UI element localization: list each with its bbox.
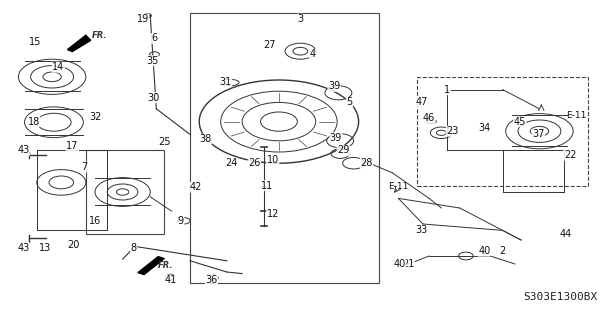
- Text: 28: 28: [360, 158, 373, 168]
- Text: 33: 33: [416, 225, 428, 236]
- Polygon shape: [67, 35, 91, 52]
- Text: 38: 38: [199, 134, 211, 144]
- Text: 13: 13: [39, 243, 51, 253]
- Text: 37: 37: [532, 129, 544, 140]
- Text: E-11: E-11: [566, 111, 587, 120]
- Text: FR.: FR.: [158, 261, 173, 270]
- Text: 35: 35: [146, 56, 158, 66]
- Text: 14: 14: [52, 62, 64, 72]
- Text: 32: 32: [89, 112, 101, 122]
- Text: 19: 19: [137, 14, 149, 24]
- Text: 10: 10: [267, 155, 279, 165]
- Text: 3: 3: [297, 14, 303, 24]
- Text: 8: 8: [131, 243, 137, 253]
- Text: 39: 39: [328, 81, 340, 92]
- Text: 46: 46: [423, 113, 435, 124]
- Text: 7: 7: [82, 162, 88, 172]
- Text: 4: 4: [310, 49, 316, 60]
- Text: 1: 1: [444, 84, 451, 95]
- Text: 23: 23: [446, 126, 459, 136]
- Text: 6: 6: [151, 33, 158, 44]
- Text: 41: 41: [164, 275, 177, 285]
- Text: 24: 24: [226, 158, 238, 168]
- Text: 36: 36: [205, 275, 218, 285]
- Text: 11: 11: [261, 180, 273, 191]
- Text: 30: 30: [147, 92, 159, 103]
- Text: 27: 27: [264, 40, 276, 50]
- Text: 43: 43: [17, 243, 29, 253]
- Text: 43: 43: [17, 145, 29, 156]
- Text: 17: 17: [66, 140, 78, 151]
- Text: 29: 29: [337, 145, 349, 156]
- Text: 47: 47: [416, 97, 428, 108]
- Text: 21: 21: [402, 259, 414, 269]
- Text: 12: 12: [267, 209, 279, 220]
- Text: S303E1300BX: S303E1300BX: [524, 292, 598, 302]
- Text: 20: 20: [67, 240, 80, 250]
- Text: 42: 42: [190, 182, 202, 192]
- Text: 40: 40: [394, 259, 406, 269]
- Text: 5: 5: [346, 97, 352, 108]
- Text: 45: 45: [514, 116, 526, 127]
- Text: 26: 26: [248, 158, 261, 168]
- Text: 31: 31: [219, 76, 232, 87]
- Text: 15: 15: [29, 36, 42, 47]
- Text: 9: 9: [178, 216, 184, 226]
- Text: 18: 18: [28, 116, 40, 127]
- Text: 39: 39: [330, 132, 342, 143]
- Text: 2: 2: [500, 246, 506, 256]
- Text: 25: 25: [158, 137, 170, 148]
- Text: E-11: E-11: [388, 182, 409, 191]
- Polygon shape: [138, 257, 164, 275]
- Text: 40: 40: [478, 246, 490, 256]
- Text: 16: 16: [89, 216, 101, 226]
- Text: 44: 44: [560, 228, 572, 239]
- Text: 22: 22: [564, 150, 576, 160]
- Text: FR.: FR.: [92, 31, 107, 40]
- Text: 34: 34: [478, 123, 490, 133]
